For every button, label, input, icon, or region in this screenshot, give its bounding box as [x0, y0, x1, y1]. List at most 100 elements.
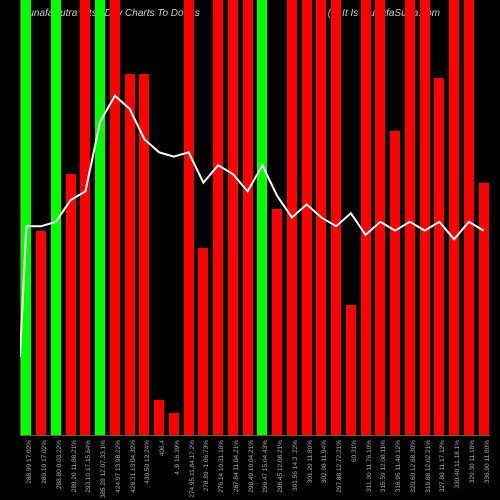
bar-slot: [315, 0, 328, 435]
label-slot: 301.29 11.80%: [300, 438, 313, 498]
bar: [331, 0, 341, 435]
bar-slot: [35, 0, 48, 435]
label-slot: 288.90 17.02%: [20, 438, 33, 498]
label-slot: 297.88 12.72.21%: [330, 438, 343, 498]
bar-slot: [123, 0, 136, 435]
label-slot: 424.97 13.98.22%: [109, 438, 122, 498]
bar-slot: [197, 0, 210, 435]
bar-slot: [256, 0, 269, 435]
bar-slot: [345, 0, 358, 435]
bar: [125, 74, 135, 435]
x-label: 301.56 14.3 .22%: [292, 440, 299, 491]
bar: [66, 174, 76, 435]
bar: [464, 0, 474, 435]
x-label: 426.31 13.04.32%: [130, 440, 137, 493]
x-label: 327.80 11.17.12%: [439, 440, 446, 492]
x-label: 406.4: [159, 440, 166, 456]
x-label: 4 .9 16.39%: [174, 440, 181, 475]
x-label: 330.40 11.18.1%: [454, 440, 461, 489]
x-label: 288.90 17.02%: [26, 440, 33, 484]
bar-slot: [477, 0, 490, 435]
bar-slot: [359, 0, 372, 435]
bar: [154, 400, 164, 435]
label-slot: 293.10 17.15.64%: [79, 438, 92, 498]
label-slot: 316.95 11.40.12%: [389, 438, 402, 498]
bar-slot: [153, 0, 166, 435]
bar-slot: [168, 0, 181, 435]
label-slot: 287.84 11.04.21%: [227, 438, 240, 498]
x-label: 274.95 11.84.17.2%: [189, 440, 196, 498]
bar: [228, 0, 238, 435]
x-label: 289.10 17.02%: [41, 440, 48, 484]
x-label: 320.60 12.68.30%: [410, 440, 417, 493]
bar-slot: [433, 0, 446, 435]
bar-slot: [374, 0, 387, 435]
x-label: 315.59 12.08.11%: [380, 440, 387, 492]
label-slot: 319.88 12.02.21%: [418, 438, 431, 498]
x-label: 298.45 12.08.21%: [277, 440, 284, 493]
bar-slot: [50, 0, 63, 435]
x-labels-area: 288.90 17.02% 289.10 17.02%288.80 0.03.22…: [20, 438, 490, 498]
x-label: 302.98 11.94%: [321, 440, 328, 483]
x-label: 319.88 12.02.21%: [425, 440, 432, 493]
bar: [272, 209, 282, 435]
bar: [95, 0, 105, 435]
bar-slot: [182, 0, 195, 435]
bar: [346, 305, 356, 436]
bar: [110, 0, 120, 435]
label-slot: 301.56 14.3 .22%: [286, 438, 299, 498]
x-label: 297.88 12.72.21%: [336, 440, 343, 493]
label-slot: 430.50 12.24%: [138, 438, 151, 498]
label-slot: 60.31%: [345, 438, 358, 498]
x-label: 316.95 11.40.12%: [395, 440, 402, 492]
bars-area: [20, 0, 490, 436]
label-slot: 289.10 17.02%: [35, 438, 48, 498]
x-label: 385.28 12.07.33.1%: [100, 440, 107, 498]
bar-slot: [94, 0, 107, 435]
x-label: 424.97 13.98.22%: [115, 440, 122, 493]
bar: [375, 0, 385, 435]
bar-slot: [463, 0, 476, 435]
bar: [243, 0, 253, 435]
bar: [184, 0, 194, 435]
bar-slot: [418, 0, 431, 435]
x-label: 293.10 17.15.64%: [85, 440, 92, 493]
bar: [198, 248, 208, 435]
bar: [287, 0, 297, 435]
bar-slot: [404, 0, 417, 435]
bar-slot: [20, 0, 33, 435]
x-label: 329.30 11.18%: [469, 440, 476, 483]
label-slot: 278.89 -1.06.73%: [197, 438, 210, 498]
bar-slot: [241, 0, 254, 435]
bar: [302, 0, 312, 435]
x-label: 287.84 11.04.21%: [233, 440, 240, 492]
label-slot: 311.30 11.76.10%: [359, 438, 372, 498]
label-slot: 288.80 0.03.22%: [50, 438, 63, 498]
bar-slot: [212, 0, 225, 435]
x-label: 301.29 11.80%: [307, 440, 314, 483]
label-slot: 330.40 11.18.1%: [448, 438, 461, 498]
label-slot: 289.20 11.88.21%: [64, 438, 77, 498]
bar: [405, 0, 415, 435]
bar-slot: [330, 0, 343, 435]
label-slot: 320.60 12.68.30%: [404, 438, 417, 498]
bar: [51, 0, 61, 435]
bar-slot: [300, 0, 313, 435]
label-slot: 385.28 12.07.33.1%: [94, 438, 107, 498]
bar: [390, 131, 400, 436]
bar-slot: [64, 0, 77, 435]
label-slot: 4 .9 16.39%: [168, 438, 181, 498]
bar: [213, 0, 223, 435]
bar-slot: [271, 0, 284, 435]
label-slot: 298.45 12.08.21%: [271, 438, 284, 498]
bar: [420, 0, 430, 435]
chart-container: MunafaSutra · Itsy Day Charts To Do It s…: [0, 0, 500, 500]
bar-slot: [448, 0, 461, 435]
bar-slot: [109, 0, 122, 435]
bar: [449, 0, 459, 435]
bar: [434, 78, 444, 435]
label-slot: 299.47 15.04.43%: [256, 438, 269, 498]
bar-slot: [389, 0, 402, 435]
x-label: 299.47 15.04.43%: [262, 440, 269, 493]
bar: [169, 413, 179, 435]
